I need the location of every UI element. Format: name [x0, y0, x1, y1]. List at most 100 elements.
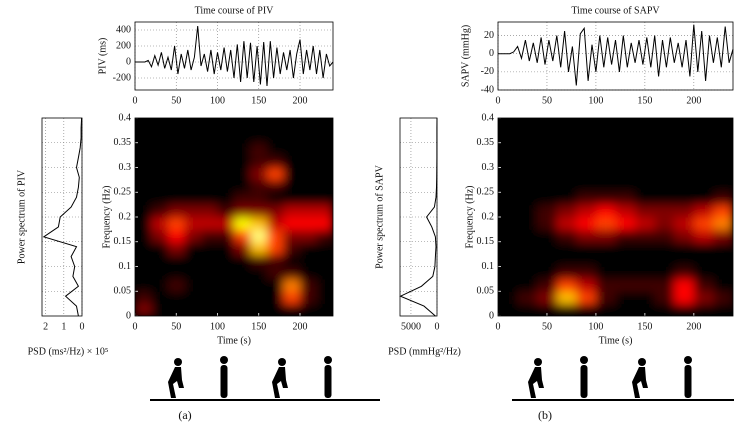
spectrogram-cell	[234, 278, 251, 292]
spectrogram-cell	[201, 217, 218, 230]
spectrogram-cell	[168, 291, 185, 305]
spectrogram-cell	[283, 167, 301, 181]
spectrogram-cell	[168, 192, 185, 206]
spectrogram-cell	[674, 254, 695, 267]
spectrogram-cell	[217, 118, 235, 131]
y-tick-label: 0.05	[114, 286, 132, 297]
spectrogram-cell	[283, 204, 301, 218]
y-tick-label: 400	[116, 24, 131, 35]
spectrogram-cell	[556, 118, 577, 131]
spectrogram-cell	[316, 192, 333, 206]
y-tick-label: 0.25	[477, 187, 495, 198]
spectrogram-cell	[168, 303, 185, 316]
spectrogram-cell	[693, 142, 714, 156]
spectrogram-cell	[151, 278, 169, 292]
y-tick-label: -40	[481, 84, 494, 95]
spectrogram-cell	[300, 155, 317, 168]
spectrogram-cell	[283, 254, 301, 267]
spectrogram-cell	[151, 142, 169, 156]
spectrogram-cell	[250, 192, 268, 206]
spectrogram-cell	[576, 278, 597, 292]
spectrogram-cell	[595, 303, 616, 316]
spectrogram-cell	[674, 303, 695, 316]
spectrogram-cell	[217, 229, 235, 243]
spectrogram-cell	[316, 241, 333, 255]
spectrogram-cell	[595, 167, 616, 181]
spectrogram-cell	[135, 130, 152, 144]
spectrogram-cell	[615, 278, 636, 292]
y-axis-label: Frequency (Hz)	[464, 185, 475, 248]
spectrogram-cell	[135, 241, 152, 255]
spectrogram-cell	[300, 229, 317, 243]
spectrogram-cell	[537, 142, 558, 156]
spectrogram-cell	[674, 179, 695, 193]
spectrogram-cell	[316, 266, 333, 280]
spectrogram-cell	[300, 241, 317, 255]
spectrogram-cell	[168, 266, 185, 280]
spectrogram-cell	[151, 266, 169, 280]
spectrogram-cell	[498, 254, 519, 267]
spectrogram-cell	[184, 179, 202, 193]
spectrogram-cell	[217, 266, 235, 280]
spectrogram-cell	[250, 229, 268, 243]
spectrogram-cell	[556, 303, 577, 316]
spectrogram-cell	[316, 278, 333, 292]
spectrogram-cell	[267, 254, 284, 267]
spectrogram-cell	[713, 118, 733, 131]
spectrogram-cell	[693, 278, 714, 292]
spectrogram-cell	[316, 303, 333, 316]
spectrogram-cell	[595, 241, 616, 255]
spectrogram-cell	[615, 266, 636, 280]
spectrogram-cell	[234, 241, 251, 255]
spectrogram-cell	[556, 142, 577, 156]
spectrogram-cell	[674, 266, 695, 280]
spectrogram-cell	[635, 241, 656, 255]
spectrogram-cell	[693, 254, 714, 267]
spectrogram-cell	[217, 192, 235, 206]
spectrogram-cell	[556, 167, 577, 181]
spectrogram-cell	[576, 167, 597, 181]
spectrogram-cell	[556, 241, 577, 255]
spectrogram-cell	[168, 204, 185, 218]
spectrogram-cell	[135, 229, 152, 243]
spectrogram-cell	[595, 217, 616, 230]
y-tick-label: 0.2	[482, 211, 495, 222]
spectrogram-cell	[168, 217, 185, 230]
spectrogram-cell	[713, 303, 733, 316]
spectrogram-cell	[693, 130, 714, 144]
spectrogram-cell	[267, 167, 284, 181]
x-tick-label: 100	[210, 321, 225, 332]
spectrogram-cell	[234, 192, 251, 206]
x-tick-label: 50	[171, 321, 181, 332]
spectrogram-cell	[595, 130, 616, 144]
spectrogram-cell	[201, 130, 218, 144]
spectrogram-cell	[635, 278, 656, 292]
spectrogram-cell	[184, 167, 202, 181]
spectrogram-cell	[184, 241, 202, 255]
spectrogram-cell	[674, 291, 695, 305]
spectrogram-cell	[201, 118, 218, 131]
spectrogram-cell	[151, 229, 169, 243]
y-tick-label: 0.4	[482, 112, 495, 123]
spectrogram-cell	[517, 229, 538, 243]
spectrogram-cell	[576, 254, 597, 267]
spectrogram-cell	[517, 142, 538, 156]
spectrogram-cell	[168, 229, 185, 243]
spectrogram-cell	[168, 155, 185, 168]
y-tick-label: 20	[484, 30, 494, 41]
spectrogram-cell	[498, 241, 519, 255]
spectrogram-cell	[184, 217, 202, 230]
spectrogram-cell	[201, 241, 218, 255]
spectrogram-cell	[250, 167, 268, 181]
spectrogram-cell	[283, 241, 301, 255]
spectrogram-cell	[151, 130, 169, 144]
spectrogram-cell	[267, 155, 284, 168]
spectrogram-cell	[654, 167, 675, 181]
x-tick-label: 5000	[401, 321, 421, 332]
spectrogram-cell	[635, 155, 656, 168]
spectrogram-cell	[713, 241, 733, 255]
x-tick-label: 50	[542, 95, 552, 106]
spectrogram-cell	[713, 229, 733, 243]
spectrogram-cell	[250, 291, 268, 305]
spectrogram-cell	[267, 192, 284, 206]
